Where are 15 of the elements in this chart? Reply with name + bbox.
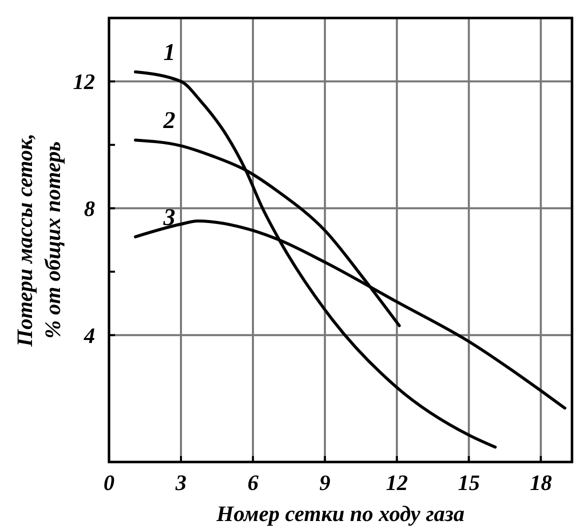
y-axis-title: Потери массы сеток, % от общих потерь (12, 133, 65, 348)
series-label: 1 (163, 40, 176, 66)
y-tick-label: 4 (83, 322, 95, 348)
series-label: 3 (162, 204, 176, 231)
series-label: 2 (162, 108, 176, 134)
y-tick-label: 12 (73, 69, 95, 94)
x-tick-label: 0 (104, 470, 114, 495)
y-tick-label: 8 (84, 196, 95, 221)
x-tick-label: 18 (530, 470, 552, 495)
x-tick-label: 3 (174, 470, 186, 495)
x-tick-label: 12 (386, 470, 408, 495)
x-tick-label: 15 (458, 470, 480, 495)
x-tick-label: 6 (247, 470, 258, 495)
x-tick-label: 9 (319, 470, 330, 495)
x-axis-title: Номер сетки по ходу газа (215, 501, 465, 526)
